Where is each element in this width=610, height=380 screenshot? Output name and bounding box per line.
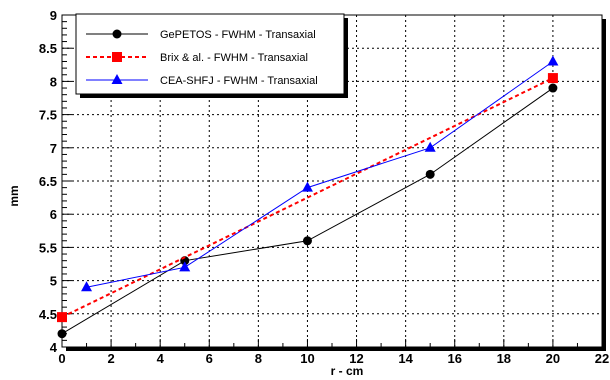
legend-items: GePETOS - FWHM - Transaxial Brix & al. - … [86, 29, 318, 87]
gepetos-legend-label: GePETOS - FWHM - Transaxial [160, 29, 316, 41]
gepetos-data-point [302, 236, 312, 246]
x-tick-labels: 0 2 4 6 8 10 12 14 16 18 20 22 [58, 351, 609, 366]
y-tick-label: 9 [50, 8, 57, 23]
y-tick-label: 7 [50, 141, 57, 156]
y-tick-label: 4 [50, 340, 58, 355]
x-tick-label: 8 [255, 351, 262, 366]
brix-data-point [57, 312, 67, 323]
cea-shfj-legend-marker [111, 74, 123, 84]
y-axis-title: mm [7, 185, 21, 206]
gepetos-data-point [57, 329, 67, 339]
x-tick-label: 16 [447, 351, 461, 366]
axis-ticks [61, 14, 603, 348]
gepetos-legend-marker [112, 29, 122, 39]
legend: GePETOS - FWHM - Transaxial Brix & al. - … [75, 13, 348, 98]
y-tick-label: 6.5 [39, 174, 57, 189]
gepetos-data-point [548, 83, 558, 93]
brix-data-point [547, 73, 558, 84]
y-tick-label: 8.5 [39, 41, 57, 56]
cea-shfj-data-point [424, 141, 436, 152]
cea-shfj-legend-label: CEA-SHFJ - FWHM - Transaxial [160, 75, 318, 87]
gepetos-data-point [425, 169, 435, 179]
x-tick-label: 18 [497, 351, 511, 366]
brix-legend-marker [112, 52, 122, 62]
brix-legend-label: Brix & al. - FWHM - Transaxial [160, 52, 308, 64]
brix-series-line [61, 77, 554, 319]
x-tick-label: 20 [546, 351, 560, 366]
y-tick-label: 5.5 [39, 240, 57, 255]
x-tick-label: 6 [206, 351, 213, 366]
x-tick-label: 10 [300, 351, 314, 366]
series-layer [57, 55, 559, 339]
x-tick-label: 12 [349, 351, 363, 366]
cea-shfj-data-point [547, 55, 559, 66]
x-tick-label: 2 [107, 351, 114, 366]
y-tick-label: 4.5 [39, 307, 57, 322]
cea-shfj-data-point [301, 181, 313, 192]
y-tick-label: 8 [50, 74, 57, 89]
x-tick-label: 14 [398, 351, 413, 366]
x-tick-label: 0 [58, 351, 65, 366]
y-tick-labels: 4 4.5 5 5.5 6 6.5 7 7.5 8 8.5 9 [39, 8, 58, 355]
x-tick-label: 22 [595, 351, 609, 366]
y-tick-label: 7.5 [39, 108, 57, 123]
y-tick-label: 5 [50, 274, 57, 289]
x-tick-label: 4 [157, 351, 165, 366]
x-axis-title: r - cm [331, 364, 364, 378]
y-tick-label: 6 [50, 207, 57, 222]
cea-shfj-data-point [81, 281, 93, 292]
cea-shfj-data-point [179, 261, 191, 272]
